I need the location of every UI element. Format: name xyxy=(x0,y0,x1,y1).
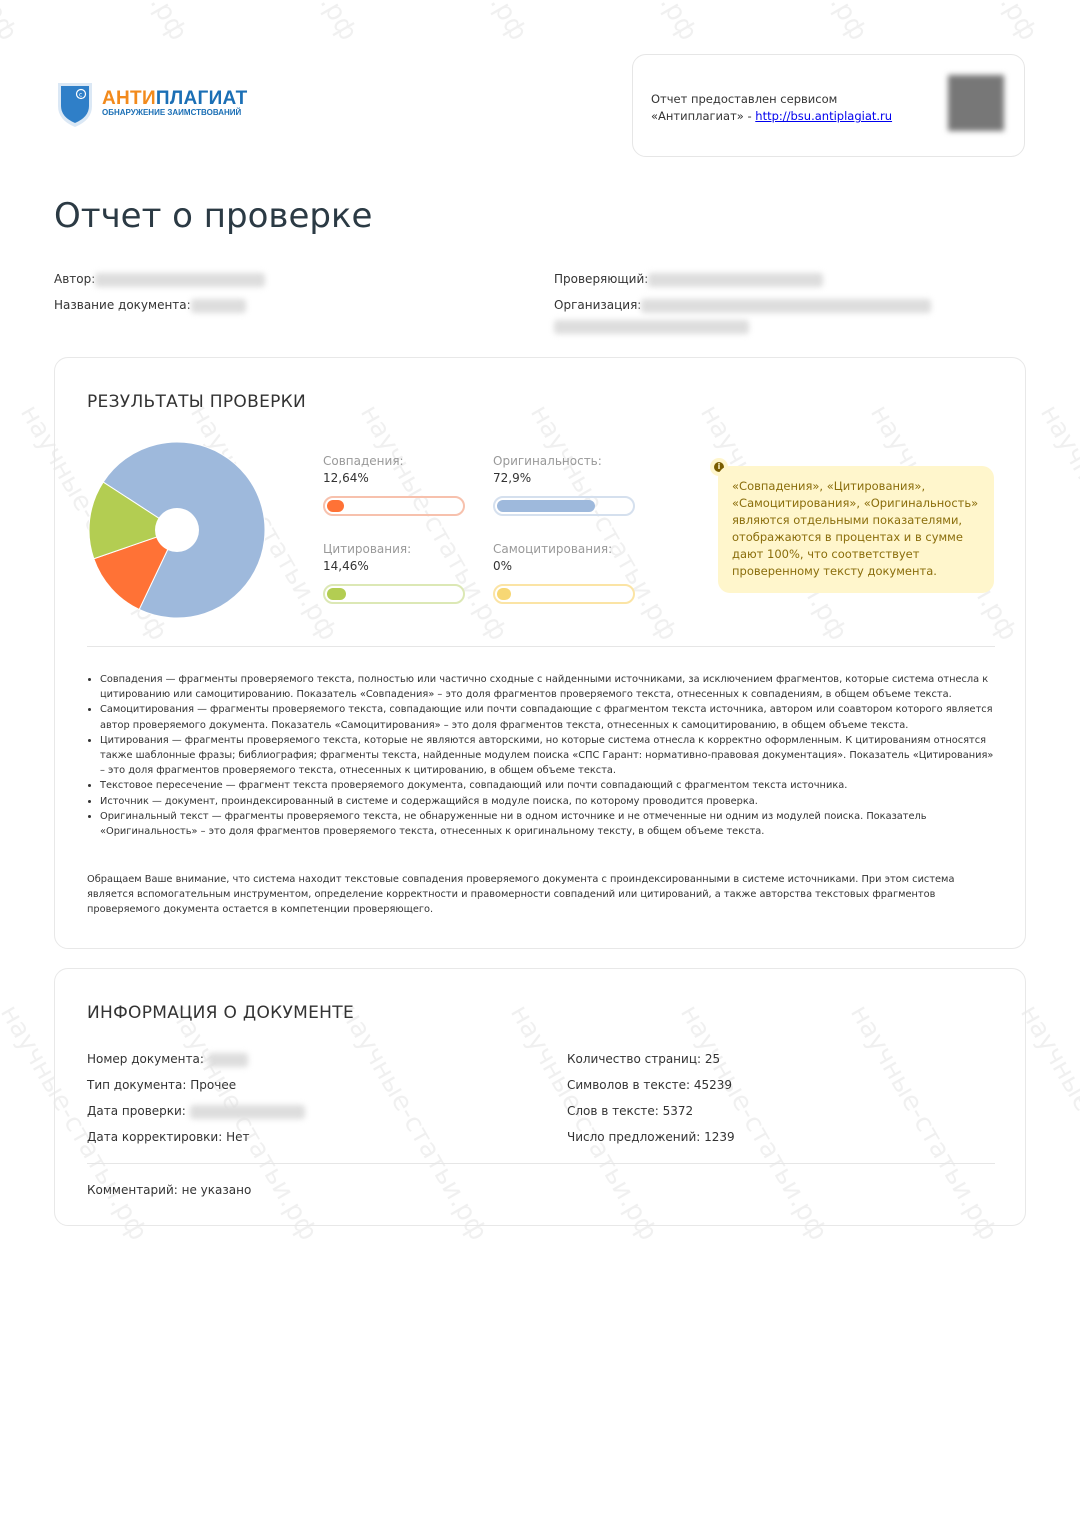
stat-progress-fill xyxy=(327,500,344,512)
stat-value: 12,64% xyxy=(323,471,369,485)
word-count: Слов в тексте: 5372 xyxy=(567,1104,694,1118)
doc-info-card: ИНФОРМАЦИЯ О ДОКУМЕНТЕ Номер документа: … xyxy=(54,968,1026,1226)
definition-item: Текстовое пересечение — фрагмент текста … xyxy=(100,778,1000,793)
provider-text: Отчет предоставлен сервисом «Антиплагиат… xyxy=(651,92,893,123)
watermark-text: научные-статьи.рф xyxy=(1054,0,1080,46)
stat-progress-bar xyxy=(323,496,465,516)
logo-tagline: ОБНАРУЖЕНИЕ ЗАИМСТВОВАНИЙ xyxy=(102,108,242,117)
correction-date: Дата корректировки: Нет xyxy=(87,1130,250,1144)
watermark-text: научные-статьи.рф xyxy=(1034,400,1080,646)
doc-name-field: Название документа: xyxy=(54,298,246,313)
stat-value: 0% xyxy=(493,559,513,573)
page-count: Количество страниц: 25 xyxy=(567,1052,721,1066)
results-card: РЕЗУЛЬТАТЫ ПРОВЕРКИ Совпадения: 12,64% О… xyxy=(54,357,1026,949)
divider xyxy=(87,1163,995,1164)
watermark-text: научные-статьи.рф xyxy=(544,0,703,46)
definition-item: Самоцитирования — фрагменты проверяемого… xyxy=(100,702,1000,732)
checker-field: Проверяющий: xyxy=(554,272,824,287)
stat-label: Оригинальность: xyxy=(493,454,602,468)
results-donut-chart xyxy=(88,441,266,619)
stat-progress-bar xyxy=(493,584,635,604)
definitions-list: Совпадения — фрагменты проверяемого текс… xyxy=(87,672,1000,839)
logo-brand: АНТИПЛАГИАТ xyxy=(102,88,248,109)
watermark-text: научные-статьи.рф xyxy=(714,0,873,46)
stat-progress-fill xyxy=(497,500,595,512)
char-count: Символов в тексте: 45239 xyxy=(567,1078,733,1092)
sentence-count: Число предложений: 1239 xyxy=(567,1130,735,1144)
page-title: Отчет о проверке xyxy=(54,196,373,236)
results-title: РЕЗУЛЬТАТЫ ПРОВЕРКИ xyxy=(87,392,307,412)
doc-info-title: ИНФОРМАЦИЯ О ДОКУМЕНТЕ xyxy=(87,1003,354,1023)
definition-item: Совпадения — фрагменты проверяемого текс… xyxy=(100,672,1000,702)
donut-slice xyxy=(93,529,178,611)
watermark-text: научные-статьи.рф xyxy=(374,0,533,46)
attention-text: Обращаем Ваше внимание, что система нахо… xyxy=(87,874,955,916)
stat-label: Самоцитирования: xyxy=(493,542,613,556)
author-field: Автор: xyxy=(54,272,266,287)
stat-value: 14,46% xyxy=(323,559,369,573)
stat-progress-fill xyxy=(327,588,347,600)
divider xyxy=(87,646,995,647)
stat-label: Цитирования: xyxy=(323,542,412,556)
definition-item: Цитирования — фрагменты проверяемого тек… xyxy=(100,733,1000,779)
definition-item: Источник — документ, проиндексированный … xyxy=(100,794,1000,809)
stat-progress-bar xyxy=(493,496,635,516)
doc-number: Номер документа: xyxy=(87,1052,248,1067)
note-box: «Совпадения», «Цитирования», «Самоцитиро… xyxy=(718,466,994,593)
watermark-text: научные-статьи.рф xyxy=(884,0,1043,46)
stat-label: Совпадения: xyxy=(323,454,404,468)
check-date: Дата проверки: xyxy=(87,1104,305,1119)
comment: Комментарий: не указано xyxy=(87,1183,252,1197)
svg-text:c: c xyxy=(79,92,82,99)
donut-slice xyxy=(88,481,179,560)
stat-progress-fill xyxy=(497,588,511,600)
watermark-text: научные-статьи.рф xyxy=(34,0,193,46)
watermark-text: научные-статьи.рф xyxy=(0,0,23,46)
antiplagiat-shield-logo: c xyxy=(58,83,92,127)
stat-progress-bar xyxy=(323,584,465,604)
stat-value: 72,9% xyxy=(493,471,532,485)
doc-type: Тип документа: Прочее xyxy=(87,1078,237,1092)
provider-box xyxy=(632,54,1025,157)
organization-field: Организация: xyxy=(554,298,932,313)
provider-link[interactable]: http://bsu.antiplagiat.ru xyxy=(755,109,893,123)
definition-item: Оригинальный текст — фрагменты проверяем… xyxy=(100,809,1000,839)
donut-hole xyxy=(155,508,199,552)
organization-value-blurred xyxy=(554,316,749,335)
watermark-text: научные-статьи.рф xyxy=(204,0,363,46)
qr-code xyxy=(948,75,1004,131)
watermark-text: научные-статьи.рф xyxy=(0,400,4,646)
